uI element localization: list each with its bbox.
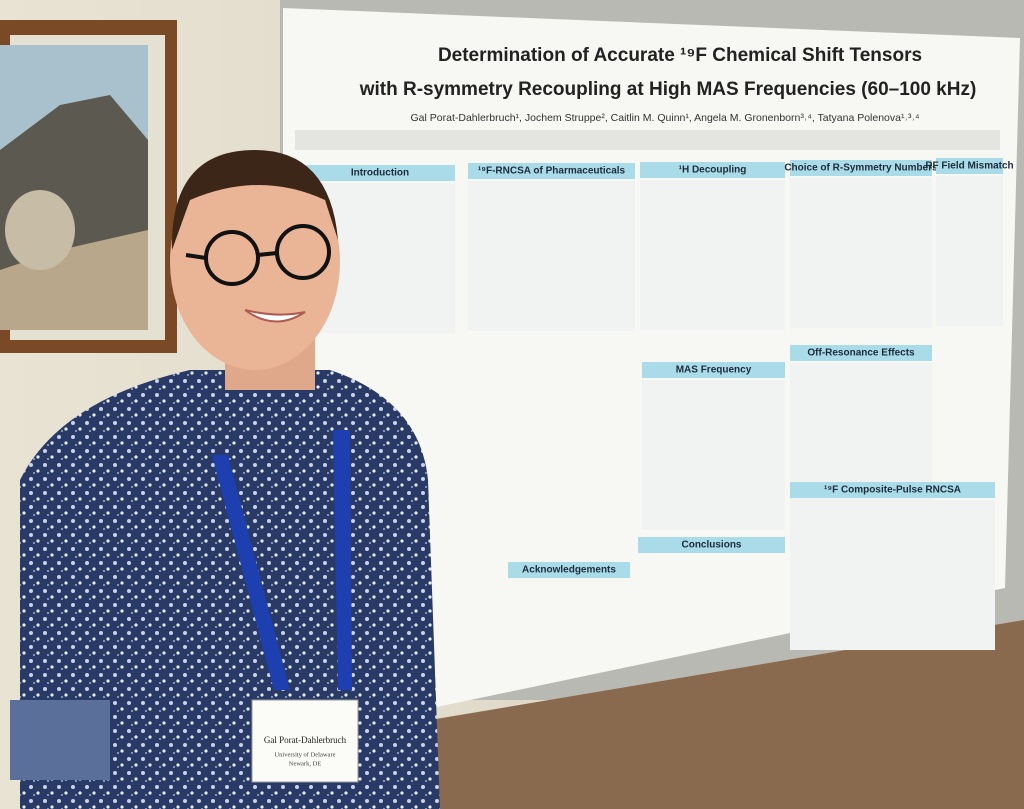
section-header-bg <box>638 537 785 553</box>
section-title: Introduction <box>351 168 409 179</box>
painting <box>0 20 177 353</box>
section-title: RF Field Mismatch <box>925 161 1013 172</box>
section-header-bg <box>936 158 1003 174</box>
section-title: ¹⁹F Composite-Pulse RNCSA <box>824 485 961 496</box>
section-title: ¹H Decoupling <box>679 165 747 176</box>
badge-affiliation: Newark, DE <box>289 760 322 767</box>
section-title: Off-Resonance Effects <box>807 348 915 359</box>
badge-affiliation: University of Delaware <box>274 751 335 758</box>
section-header-bg <box>790 345 932 361</box>
section-title: ¹⁹F-RNCSA of Pharmaceuticals <box>478 166 626 177</box>
section-body <box>640 180 785 330</box>
section-body <box>642 380 785 530</box>
section-header-bg <box>508 562 630 578</box>
section-body <box>790 178 932 328</box>
section-body <box>936 176 1003 326</box>
section-title: MAS Frequency <box>676 365 752 376</box>
section-header-bg <box>640 162 785 178</box>
carpet <box>430 620 1024 809</box>
section-header-bg <box>642 362 785 378</box>
poster-authors: Gal Porat-Dahlerbruch¹, Jochem Struppe²,… <box>411 112 920 124</box>
section-title: Choice of R-Symmetry Numbers <box>784 163 938 174</box>
section-header-bg <box>468 163 635 179</box>
section-header-bg <box>305 165 455 181</box>
affiliations <box>295 130 1000 150</box>
section-header-bg <box>790 482 995 498</box>
badge-name: Gal Porat-Dahlerbruch <box>264 735 347 745</box>
poster-title: Determination of Accurate ¹⁹F Chemical S… <box>438 45 922 66</box>
person <box>10 150 440 809</box>
section-body <box>468 181 635 331</box>
section-header-bg <box>790 160 932 176</box>
section-title: Acknowledgements <box>522 565 616 576</box>
section-body <box>790 500 995 650</box>
section-title: Conclusions <box>681 540 741 551</box>
poster-title: with R-symmetry Recoupling at High MAS F… <box>359 79 977 100</box>
